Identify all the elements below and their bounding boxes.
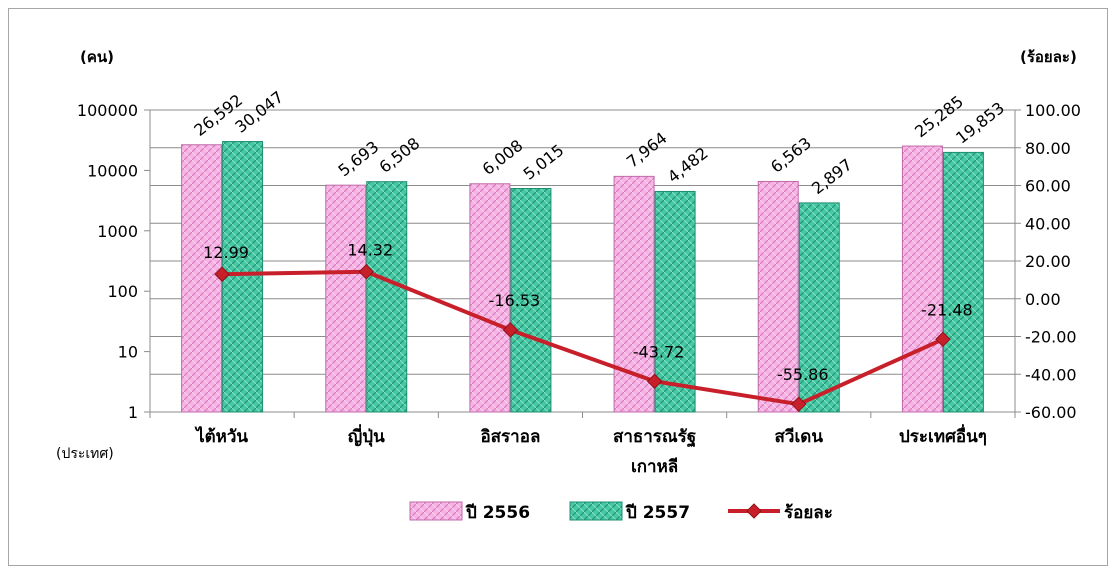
bar-data-label: 7,964 <box>623 128 671 171</box>
percent-data-label: -43.72 <box>633 342 685 361</box>
legend: ปี 2556 ปี 2557 ร้อยละ <box>409 501 833 523</box>
bar-2556 <box>469 183 511 413</box>
left-tick-label: 10000 <box>87 161 138 180</box>
percent-marker <box>214 266 230 282</box>
bar-data-label: 4,482 <box>664 143 712 186</box>
bar-data-label: 26,592 <box>190 90 246 139</box>
right-tick-label: -60.00 <box>1025 403 1077 422</box>
percent-data-label: 14.32 <box>347 241 393 260</box>
right-tick-label: 100.00 <box>1025 101 1081 120</box>
bar-2557 <box>222 141 264 413</box>
percent-marker <box>358 264 374 280</box>
category-label: ญี่ปุ่น <box>348 424 385 447</box>
percent-data-label: -16.53 <box>489 291 541 310</box>
percent-marker <box>791 396 807 412</box>
bar-2556 <box>181 144 223 413</box>
left-tick-label: 100000 <box>77 101 138 120</box>
right-tick-label: 80.00 <box>1025 139 1071 158</box>
bar-data-label: 30,047 <box>231 87 287 136</box>
right-tick-label: -40.00 <box>1025 365 1077 384</box>
percent-marker <box>646 373 663 389</box>
bar-data-label: 6,508 <box>376 134 424 177</box>
x-axis-unit: (ประเทศ) <box>56 446 114 462</box>
percent-data-label: -55.86 <box>777 365 829 384</box>
category-label: อิสราอล <box>480 427 540 447</box>
bar-2556 <box>757 180 799 413</box>
percent-data-label: 12.99 <box>203 243 249 262</box>
percent-marker <box>935 331 951 348</box>
right-tick-label: 0.00 <box>1025 290 1061 309</box>
right-tick-label: 20.00 <box>1025 252 1071 271</box>
category-label: สวีเดน <box>775 426 824 447</box>
right-tick-label: 40.00 <box>1025 214 1071 233</box>
category-label: ไต้หวัน <box>194 426 248 447</box>
bar-2556 <box>325 184 367 413</box>
category-label: ประเทศอื่นๆ <box>899 424 987 447</box>
left-axis-unit: (คน) <box>80 48 114 66</box>
bar-2557 <box>942 151 984 413</box>
left-tick-label: 1 <box>128 403 138 422</box>
legend-swatch <box>569 501 623 521</box>
percent-marker <box>502 322 519 338</box>
bar-2557 <box>798 202 840 413</box>
left-tick-label: 1000 <box>97 222 138 241</box>
legend-swatch <box>409 501 463 521</box>
bar-data-label: 5,015 <box>520 140 568 183</box>
percent-data-label: -21.48 <box>921 300 973 319</box>
bar-2556 <box>613 175 655 413</box>
bar-data-label: 6,563 <box>767 133 815 176</box>
right-tick-label: 60.00 <box>1025 177 1071 196</box>
bar-2557 <box>654 190 696 413</box>
bar-2557 <box>510 188 552 413</box>
percent-line <box>222 269 944 407</box>
bar-data-label: 5,693 <box>335 137 383 180</box>
bar-2557 <box>366 181 408 413</box>
bar-2556 <box>901 145 943 413</box>
bar-data-label: 6,008 <box>479 136 527 179</box>
legend-label: ร้อยละ <box>784 503 833 523</box>
legend-label: ปี 2557 <box>625 502 690 523</box>
legend-line-marker <box>746 503 762 519</box>
left-tick-label: 10 <box>118 343 138 362</box>
bar-data-label: 2,897 <box>808 155 856 198</box>
right-tick-label: -20.00 <box>1025 328 1077 347</box>
category-label: สาธารณรัฐเกาหลี <box>613 427 696 477</box>
left-tick-label: 100 <box>107 282 138 301</box>
legend-label: ปี 2556 <box>465 502 530 523</box>
right-axis-unit: (ร้อยละ) <box>1020 48 1077 66</box>
